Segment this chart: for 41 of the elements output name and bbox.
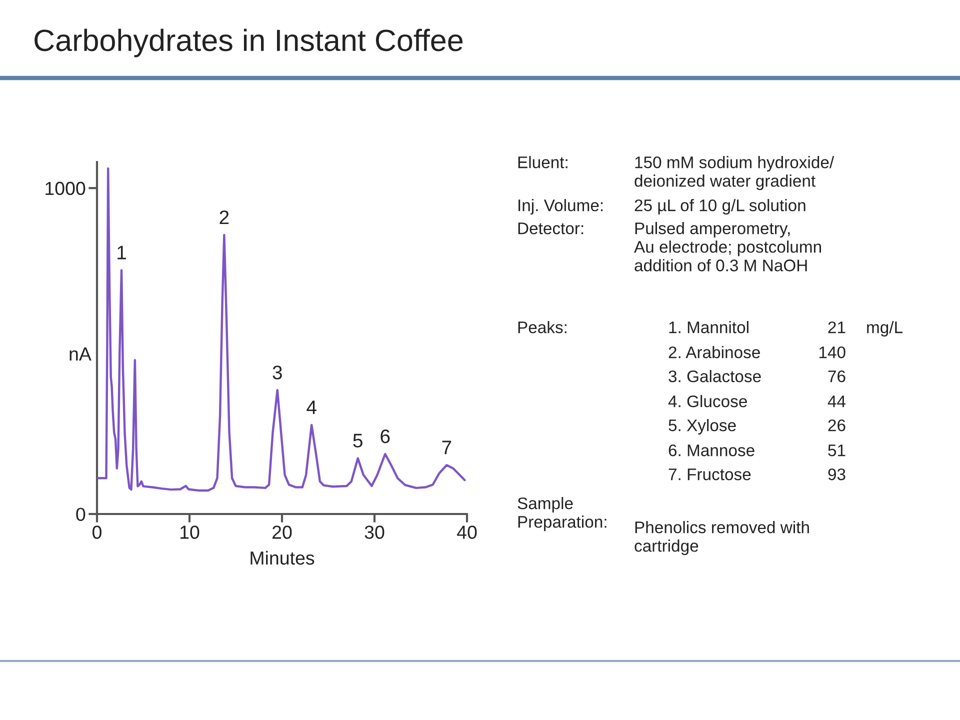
annotation: 1 — [118, 246, 126, 260]
x-tick-label: 20 — [272, 526, 292, 539]
x-tick-label: 30 — [364, 526, 384, 539]
text: 3. Galactose — [668, 370, 761, 382]
text: Detector: — [518, 222, 584, 234]
y-tick-label: 1000 — [46, 182, 86, 196]
text: 140 — [819, 346, 846, 358]
text: 76 — [828, 370, 846, 382]
text: 5. Xylose — [668, 419, 736, 435]
text: Pulsed amperometry, Au electrode; postcolumn addition of 0.3 M NaOH — [634, 222, 821, 272]
text: Sample Preparation: — [518, 497, 606, 532]
text: 25 µL of 10 g/L solution — [634, 199, 806, 215]
annotation: 2 — [220, 210, 229, 224]
x-axis-title: Minutes — [250, 550, 314, 565]
annotation: 3 — [272, 366, 282, 380]
text: 150 mM sodium hydroxide/ deionized water gradient — [634, 156, 834, 190]
text: 7. Fructose — [668, 468, 751, 480]
annotation: 4 — [306, 400, 316, 414]
x-tick-label: 10 — [180, 526, 200, 539]
text: mg/L — [867, 321, 902, 337]
text: Inj. Volume: — [518, 199, 603, 215]
annotation: 6 — [380, 429, 390, 444]
text: Eluent: — [518, 156, 568, 168]
x-tick-label: 0 — [92, 526, 102, 539]
y-axis-title: nA — [70, 348, 92, 360]
text: 51 — [828, 444, 846, 456]
x-tick-label: 40 — [457, 526, 477, 539]
annotation: 7 — [442, 440, 452, 454]
line-series — [96, 167, 466, 492]
text: 4. Glucose — [668, 395, 747, 408]
text: 21 — [828, 321, 846, 334]
text: Phenolics removed with cartridge — [634, 521, 809, 556]
annotation: 5 — [353, 434, 362, 448]
text: 2. Arabinose — [668, 346, 760, 358]
chart-title: Carbohydrates in Instant Coffee — [34, 28, 463, 58]
text: 44 — [828, 396, 846, 408]
text: 1. Mannitol — [669, 321, 748, 334]
text: 26 — [828, 419, 846, 432]
text: 93 — [828, 468, 846, 480]
text: 6. Mannose — [668, 444, 754, 456]
text: Peaks: — [518, 321, 566, 334]
